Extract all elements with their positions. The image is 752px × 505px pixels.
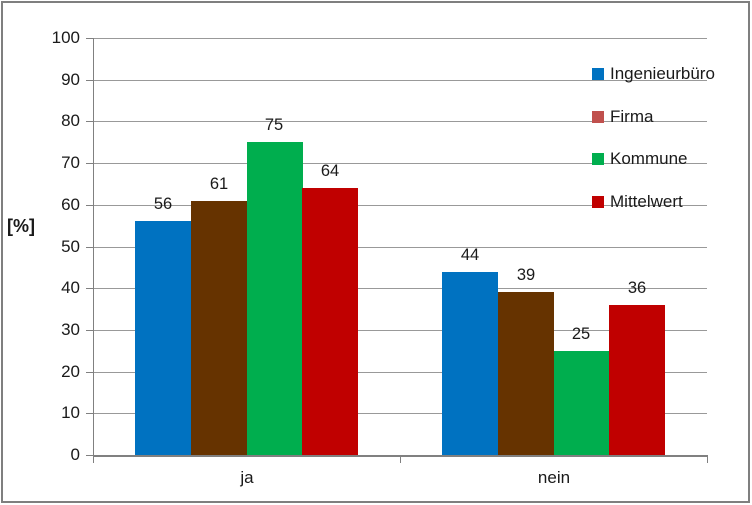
y-axis-tick xyxy=(86,163,93,164)
data-label-mittelwert-ja: 64 xyxy=(320,162,340,180)
bar-mittelwert-nein xyxy=(609,305,665,455)
legend-item-ingenieurburo: Ingenieurbüro xyxy=(592,64,715,84)
y-axis-tick xyxy=(86,205,93,206)
bar-ingenieurburo-nein xyxy=(442,272,498,455)
legend-item-kommune: Kommune xyxy=(592,149,687,169)
y-tick-label: 90 xyxy=(61,70,80,89)
legend-item-mittelwert: Mittelwert xyxy=(592,192,683,212)
gridline xyxy=(93,38,707,39)
y-tick-label: 20 xyxy=(61,362,80,381)
legend-label-kommune: Kommune xyxy=(610,149,688,168)
y-axis-tick xyxy=(86,330,93,331)
y-tick-label: 0 xyxy=(70,445,80,464)
y-axis-line xyxy=(93,38,94,455)
legend-swatch-kommune xyxy=(592,153,604,165)
data-label-ingenieurburo-ja: 56 xyxy=(153,195,173,213)
gridline xyxy=(93,163,707,164)
legend-item-firma: Firma xyxy=(592,107,653,127)
y-tick-label: 50 xyxy=(61,237,80,256)
x-axis-category-tick xyxy=(93,455,94,463)
data-label-kommune-ja: 75 xyxy=(264,116,284,134)
gridline xyxy=(93,330,707,331)
y-tick-label: 40 xyxy=(61,278,80,297)
data-label-ingenieurburo-nein: 44 xyxy=(460,246,480,264)
data-label-firma-nein: 39 xyxy=(516,266,536,284)
legend-label-mittelwert: Mittelwert xyxy=(610,192,683,211)
y-tick-label: 10 xyxy=(61,403,80,422)
y-tick-label: 60 xyxy=(61,195,80,214)
y-axis-title: [%] xyxy=(7,216,35,236)
bar-firma-ja xyxy=(191,201,247,455)
data-label-firma-ja: 61 xyxy=(209,175,229,193)
bar-kommune-nein xyxy=(554,351,610,455)
bar-firma-nein xyxy=(498,292,554,455)
legend-label-ingenieurburo: Ingenieurbüro xyxy=(610,64,715,83)
bar-ingenieurburo-ja xyxy=(135,221,191,455)
x-category-label-ja: ja xyxy=(240,468,254,487)
x-axis-category-tick xyxy=(707,455,708,463)
gridline xyxy=(93,80,707,81)
y-axis-tick xyxy=(86,455,93,456)
legend-swatch-firma xyxy=(592,111,604,123)
gridline xyxy=(93,247,707,248)
legend-label-firma: Firma xyxy=(610,107,654,126)
bar-kommune-ja xyxy=(247,142,303,455)
y-axis-tick xyxy=(86,80,93,81)
y-tick-label: 100 xyxy=(51,28,80,47)
gridline xyxy=(93,205,707,206)
y-tick-label: 80 xyxy=(61,111,80,130)
bar-mittelwert-ja xyxy=(302,188,358,455)
data-label-kommune-nein: 25 xyxy=(571,325,591,343)
y-axis-tick xyxy=(86,372,93,373)
legend-swatch-ingenieurburo xyxy=(592,68,604,80)
x-category-label-nein: nein xyxy=(537,468,571,487)
y-axis-tick xyxy=(86,288,93,289)
y-axis-tick xyxy=(86,413,93,414)
y-axis-tick xyxy=(86,38,93,39)
gridline xyxy=(93,372,707,373)
x-axis-category-tick xyxy=(400,455,401,463)
data-label-mittelwert-nein: 36 xyxy=(627,279,647,297)
y-tick-label: 30 xyxy=(61,320,80,339)
y-tick-label: 70 xyxy=(61,153,80,172)
gridline xyxy=(93,121,707,122)
gridline xyxy=(93,413,707,414)
legend-swatch-mittelwert xyxy=(592,196,604,208)
y-axis-tick xyxy=(86,247,93,248)
gridline xyxy=(93,288,707,289)
y-axis-tick xyxy=(86,121,93,122)
